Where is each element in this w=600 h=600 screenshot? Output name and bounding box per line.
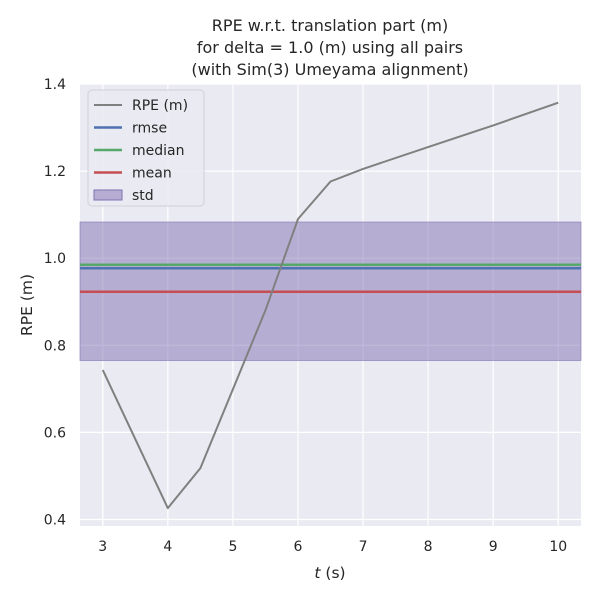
legend: RPE (m) rmse median mean std bbox=[87, 89, 205, 207]
x-tick-label: 7 bbox=[359, 539, 368, 555]
title-line-3: (with Sim(3) Umeyama alignment) bbox=[191, 60, 468, 79]
chart-title: RPE w.r.t. translation part (m) for delt… bbox=[191, 16, 468, 79]
legend-marker-std bbox=[93, 189, 123, 201]
y-tick-label: 1.4 bbox=[44, 77, 66, 93]
x-tick-label: 8 bbox=[424, 539, 433, 555]
rpe-series-line bbox=[101, 101, 559, 510]
legend-label: mean bbox=[132, 166, 172, 182]
y-tick-label: 1.2 bbox=[44, 164, 66, 180]
y-tick-labels: 0.4 0.6 0.8 1.0 1.2 1.4 bbox=[44, 77, 66, 528]
stat-lines-group bbox=[80, 263, 581, 293]
x-tick-label: 4 bbox=[163, 539, 172, 555]
legend-label: rmse bbox=[132, 121, 167, 137]
x-tick-label: 9 bbox=[489, 539, 498, 555]
x-tick-label: 5 bbox=[228, 539, 237, 555]
y-tick-label: 0.8 bbox=[44, 338, 66, 354]
x-tick-label: 6 bbox=[294, 539, 303, 555]
x-tick-labels: 3 4 5 6 7 8 9 10 bbox=[98, 539, 567, 555]
legend-label: median bbox=[132, 143, 184, 159]
x-tick-label: 10 bbox=[549, 539, 567, 555]
y-tick-label: 0.6 bbox=[44, 425, 66, 441]
series-group bbox=[101, 101, 559, 510]
y-tick-label: 0.4 bbox=[44, 512, 66, 528]
legend-label: std bbox=[132, 188, 154, 204]
legend-box bbox=[87, 89, 205, 207]
title-line-1: RPE w.r.t. translation part (m) bbox=[212, 16, 448, 35]
x-axis-label-unit: (s) bbox=[320, 564, 345, 582]
x-axis-label-var: t bbox=[314, 564, 321, 582]
y-tick-label: 1.0 bbox=[44, 251, 66, 267]
title-line-2: for delta = 1.0 (m) using all pairs bbox=[197, 38, 463, 57]
legend-label: RPE (m) bbox=[132, 98, 188, 114]
x-tick-label: 3 bbox=[98, 539, 107, 555]
x-axis-label: t (s) bbox=[314, 564, 345, 582]
y-axis-label: RPE (m) bbox=[18, 274, 36, 336]
